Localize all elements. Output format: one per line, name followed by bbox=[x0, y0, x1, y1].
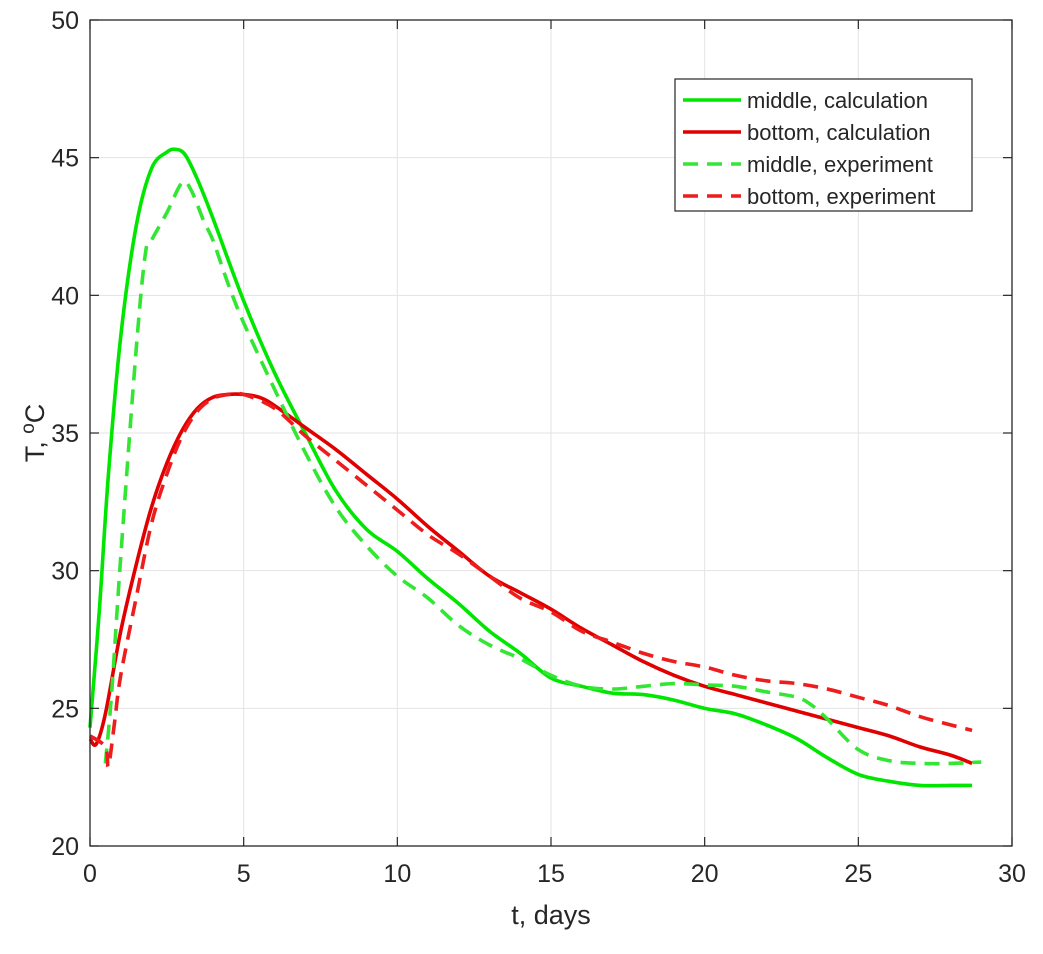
x-axis-label: t, days bbox=[511, 900, 591, 930]
y-tick-label: 25 bbox=[51, 695, 79, 723]
ticks bbox=[89, 19, 1013, 847]
series-line-middle-experiment bbox=[103, 179, 982, 766]
legend-label: bottom, experiment bbox=[747, 184, 935, 209]
series-line-bottom-calculation bbox=[88, 392, 973, 766]
series-line-middle-calculation bbox=[88, 147, 973, 788]
x-tick-label: 10 bbox=[383, 860, 411, 888]
y-axis-label: T, oC bbox=[18, 404, 50, 463]
x-tick-label: 15 bbox=[537, 860, 565, 888]
x-tick-label: 5 bbox=[237, 860, 251, 888]
x-tick-label: 25 bbox=[844, 860, 872, 888]
y-axis-label-base: T, bbox=[20, 434, 50, 463]
legend-label: bottom, calculation bbox=[747, 120, 930, 145]
legend-entries: middle, calculation bottom, calculation mi… bbox=[683, 88, 935, 209]
x-tick-labels: 0 5 10 15 20 25 30 bbox=[83, 860, 1026, 888]
x-tick-label: 20 bbox=[691, 860, 719, 888]
y-axis-label-degree: o bbox=[18, 423, 39, 434]
y-axis-label-unit: C bbox=[20, 404, 50, 424]
series-lines bbox=[88, 147, 982, 788]
y-tick-label: 45 bbox=[51, 145, 79, 173]
y-tick-labels: 20 25 30 35 40 45 50 bbox=[51, 7, 79, 861]
y-tick-label: 35 bbox=[51, 420, 79, 448]
x-tick-label: 30 bbox=[998, 860, 1026, 888]
y-tick-label: 40 bbox=[51, 282, 79, 310]
x-tick-label: 0 bbox=[83, 860, 97, 888]
y-tick-label: 50 bbox=[51, 7, 79, 35]
legend: middle, calculation bottom, calculation mi… bbox=[674, 78, 973, 212]
y-tick-label: 30 bbox=[51, 558, 79, 586]
legend-label: middle, calculation bbox=[747, 88, 928, 113]
legend-label: middle, experiment bbox=[747, 152, 933, 177]
y-tick-label: 20 bbox=[51, 833, 79, 861]
